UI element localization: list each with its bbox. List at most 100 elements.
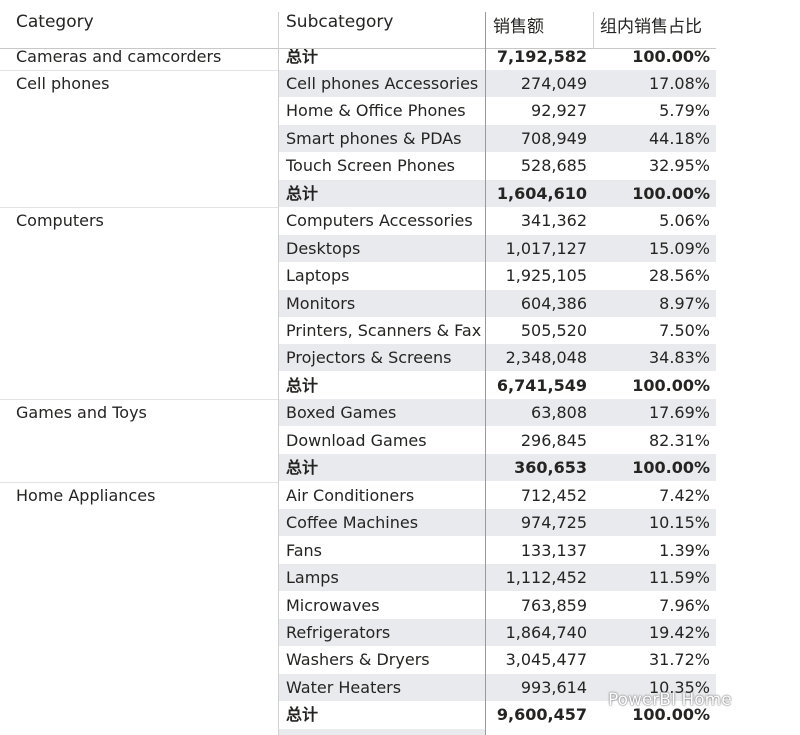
- share-cell: 10.15%: [648, 513, 710, 533]
- group-separator: [0, 69, 278, 71]
- row-background: [279, 564, 716, 592]
- sales-cell: 360,653: [514, 458, 587, 478]
- total-label: 总计: [286, 458, 319, 478]
- sales-cell: 133,137: [520, 540, 587, 560]
- share-cell: 28.56%: [648, 266, 710, 286]
- sales-cell: 7,192,582: [496, 46, 587, 66]
- subcategory-cell: Washers & Dryers: [286, 650, 430, 670]
- column-divider: [593, 12, 594, 48]
- subcategory-cell: Microwaves: [286, 595, 380, 615]
- subcategory-cell: Desktops: [286, 238, 361, 258]
- column-header[interactable]: Category: [16, 12, 94, 32]
- sales-cell: 9,600,457: [496, 705, 587, 725]
- row-background: [279, 289, 716, 317]
- category-cell: Home Appliances: [16, 485, 156, 505]
- subcategory-cell: Touch Screen Phones: [286, 156, 455, 176]
- share-cell: 5.79%: [659, 101, 710, 121]
- category-cell: Games and Toys: [16, 403, 147, 423]
- subcategory-cell: Cell phones Accessories: [286, 73, 479, 93]
- row-background: [279, 728, 485, 735]
- sales-cell: 974,725: [520, 513, 587, 533]
- row-background: [279, 69, 716, 97]
- subcategory-cell: Monitors: [286, 293, 356, 313]
- row-background: [279, 399, 716, 427]
- sales-cell: 1,017,127: [505, 238, 587, 258]
- group-separator: [0, 207, 278, 209]
- row-background: [279, 124, 716, 152]
- subcategory-cell: Boxed Games: [286, 403, 397, 423]
- subcategory-cell: Fans: [286, 540, 323, 560]
- group-separator: [0, 481, 278, 483]
- sales-cell: 1,925,105: [505, 266, 587, 286]
- share-cell: 7.42%: [659, 485, 710, 505]
- subcategory-cell: Smart phones & PDAs: [286, 128, 462, 148]
- subcategory-cell: Coffee Machines: [286, 513, 419, 533]
- row-background: [279, 344, 716, 372]
- category-cell: Cell phones: [16, 73, 110, 93]
- subcategory-cell: Projectors & Screens: [286, 348, 452, 368]
- row-background: [279, 179, 716, 207]
- sales-cell: 763,859: [520, 595, 587, 615]
- sales-cell: 528,685: [520, 156, 587, 176]
- sales-cell: 6,741,549: [496, 375, 587, 395]
- subcategory-cell: Computers Accessories: [286, 211, 473, 231]
- share-cell: 100.00%: [632, 46, 710, 66]
- share-cell: 100.00%: [632, 458, 710, 478]
- subcategory-cell: Laptops: [286, 266, 350, 286]
- row-background: [279, 509, 716, 537]
- column-divider: [278, 12, 279, 735]
- share-cell: 100.00%: [632, 705, 710, 725]
- subcategory-cell: Printers, Scanners & Fax: [286, 321, 482, 340]
- category-cell: Computers: [16, 211, 104, 231]
- share-cell: 100.00%: [632, 183, 710, 203]
- share-cell: 5.06%: [659, 211, 710, 231]
- sales-cell: 1,864,740: [505, 622, 587, 642]
- share-cell: 82.31%: [648, 430, 710, 450]
- sales-cell: 993,614: [520, 677, 587, 697]
- total-label: 总计: [286, 46, 319, 66]
- column-header[interactable]: 销售额: [493, 17, 544, 37]
- share-cell: 17.08%: [648, 73, 710, 93]
- subcategory-cell: Home & Office Phones: [286, 101, 466, 121]
- category-cell: Cameras and camcorders: [16, 46, 222, 66]
- share-cell: 7.50%: [659, 321, 710, 340]
- header-row: Category Subcategory 销售额 组内销售占比: [0, 0, 716, 49]
- sales-cell: 505,520: [520, 321, 587, 340]
- share-cell: 10.35%: [648, 677, 710, 697]
- subcategory-cell: Download Games: [286, 430, 427, 450]
- row-background: [279, 673, 716, 701]
- row-background: [279, 454, 716, 482]
- subcategory-cell: Refrigerators: [286, 622, 391, 642]
- share-cell: 44.18%: [648, 128, 710, 148]
- share-cell: 1.39%: [659, 540, 710, 560]
- sales-cell: 92,927: [531, 101, 587, 121]
- column-header[interactable]: Subcategory: [286, 12, 394, 32]
- sales-cell: 63,808: [531, 403, 587, 423]
- sales-cell: 296,845: [520, 430, 587, 450]
- share-cell: 11.59%: [648, 568, 710, 588]
- sales-cell: 2,348,048: [505, 348, 587, 368]
- sales-cell: 708,949: [520, 128, 587, 148]
- share-cell: 100.00%: [632, 375, 710, 395]
- share-cell: 8.97%: [659, 293, 710, 313]
- column-header[interactable]: 组内销售占比: [600, 17, 702, 37]
- share-cell: 7.96%: [659, 595, 710, 615]
- share-cell: 19.42%: [648, 622, 710, 642]
- subcategory-cell: Lamps: [286, 568, 339, 588]
- share-cell: 32.95%: [648, 156, 710, 176]
- sales-cell: 274,049: [520, 73, 587, 93]
- total-label: 总计: [286, 705, 319, 725]
- subcategory-cell: Water Heaters: [286, 677, 402, 697]
- column-divider: [485, 12, 486, 735]
- share-cell: 34.83%: [648, 348, 710, 368]
- group-separator: [0, 399, 278, 401]
- row-background: [279, 234, 716, 262]
- row-background: [279, 618, 716, 646]
- sales-cell: 712,452: [520, 485, 587, 505]
- subcategory-cell: Air Conditioners: [286, 485, 415, 505]
- sales-cell: 1,604,610: [496, 183, 587, 203]
- sales-cell: 341,362: [520, 211, 587, 231]
- sales-cell: 604,386: [520, 293, 587, 313]
- sales-cell: 1,112,452: [505, 568, 587, 588]
